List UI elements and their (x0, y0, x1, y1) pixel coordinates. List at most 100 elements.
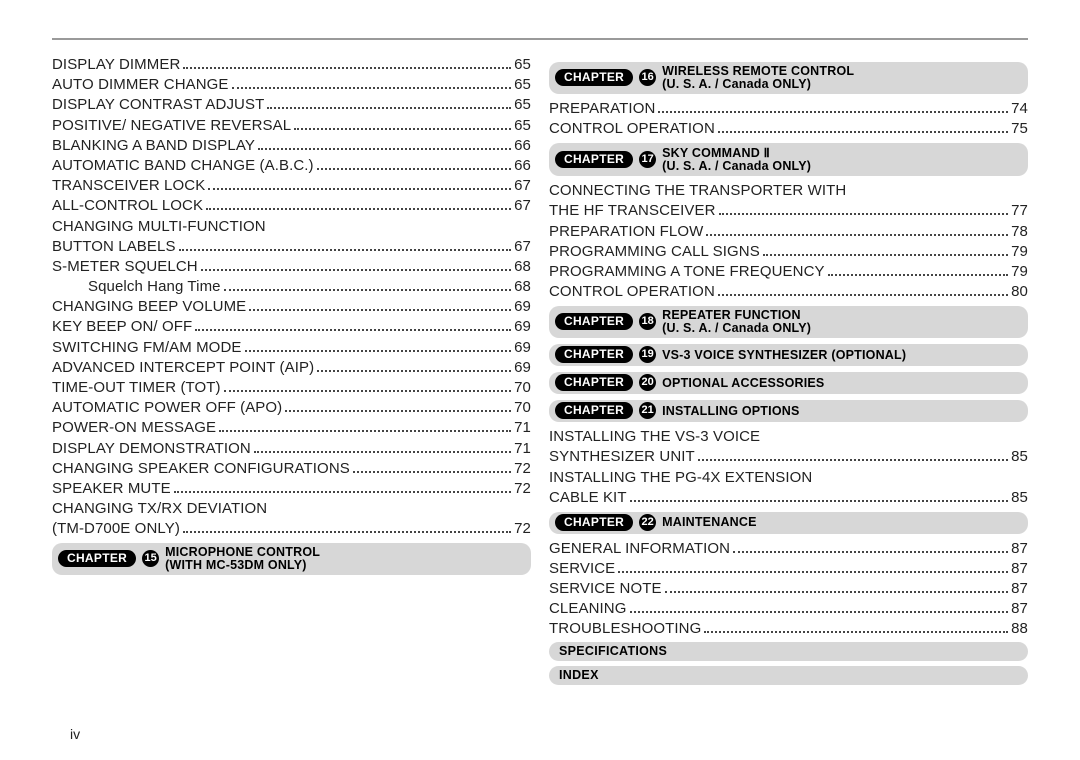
toc-label: BUTTON LABELS (52, 238, 176, 255)
chapter-pill: CHAPTER (555, 151, 633, 168)
leader-dots (195, 322, 511, 331)
toc-entry: CONTROL OPERATION80 (549, 283, 1028, 300)
toc-entry: PROGRAMMING A TONE FREQUENCY79 (549, 263, 1028, 280)
toc-page: 88 (1011, 620, 1028, 637)
toc-label: ALL-CONTROL LOCK (52, 197, 203, 214)
chapter-title: WIRELESS REMOTE CONTROL(U. S. A. / Canad… (662, 64, 854, 91)
leader-dots (718, 287, 1008, 296)
chapter-bar: CHAPTER17SKY COMMAND Ⅱ(U. S. A. / Canada… (549, 143, 1028, 176)
toc-page: 85 (1011, 448, 1028, 465)
toc-label: POWER-ON MESSAGE (52, 419, 216, 436)
toc-entry: KEY BEEP ON/ OFF69 (52, 318, 531, 335)
toc-page: 65 (514, 117, 531, 134)
chapter-pill: CHAPTER (555, 402, 633, 419)
toc-label: ADVANCED INTERCEPT POINT (AIP) (52, 359, 314, 376)
toc-label: PREPARATION (549, 100, 655, 117)
chapter-bar: CHAPTER21INSTALLING OPTIONS (549, 400, 1028, 422)
toc-page: 69 (514, 339, 531, 356)
toc-entry: Squelch Hang Time68 (52, 278, 531, 295)
toc-entry: CONNECTING THE TRANSPORTER WITH THE HF TR… (549, 182, 1028, 219)
toc-page: 71 (514, 440, 531, 457)
toc-entry: CHANGING SPEAKER CONFIGURATIONS72 (52, 460, 531, 477)
toc-page: 87 (1011, 560, 1028, 577)
chapter-title: MICROPHONE CONTROL(WITH MC-53DM ONLY) (165, 545, 320, 572)
toc-entry: SPEAKER MUTE72 (52, 480, 531, 497)
section-bar: INDEX (549, 666, 1028, 685)
columns: DISPLAY DIMMER65AUTO DIMMER CHANGE65DISP… (52, 56, 1028, 690)
toc-label: BLANKING A BAND DISPLAY (52, 137, 255, 154)
toc-entry: PREPARATION FLOW78 (549, 223, 1028, 240)
toc-entry: SWITCHING FM/AM MODE 69 (52, 339, 531, 356)
toc-entry: CHANGING TX/RX DEVIATION(TM-D700E ONLY)7… (52, 500, 531, 537)
leader-dots (763, 247, 1008, 256)
toc-page: 70 (514, 379, 531, 396)
toc-label: CONNECTING THE TRANSPORTER WITH (549, 182, 846, 199)
toc-entry: CLEANING87 (549, 600, 1028, 617)
toc-label: CHANGING SPEAKER CONFIGURATIONS (52, 460, 350, 477)
toc-page: 65 (514, 96, 531, 113)
toc-label: TROUBLESHOOTING (549, 620, 701, 637)
chapter-title: OPTIONAL ACCESSORIES (662, 376, 824, 390)
chapter-pill: CHAPTER (555, 313, 633, 330)
toc-page: 79 (1011, 263, 1028, 280)
chapter-number-icon: 21 (639, 402, 656, 419)
toc-label: TIME-OUT TIMER (TOT) (52, 379, 221, 396)
toc-page: 87 (1011, 540, 1028, 557)
toc-page: 66 (514, 157, 531, 174)
chapter-pill: CHAPTER (58, 550, 136, 567)
toc-entry: PREPARATION74 (549, 100, 1028, 117)
chapter-bar: CHAPTER22MAINTENANCE (549, 512, 1028, 534)
toc-label: SYNTHESIZER UNIT (549, 448, 695, 465)
toc-label: CHANGING MULTI-FUNCTION (52, 218, 266, 235)
section-bar: SPECIFICATIONS (549, 642, 1028, 661)
toc-entry: ADVANCED INTERCEPT POINT (AIP)69 (52, 359, 531, 376)
leader-dots (294, 121, 511, 130)
toc-entry: POWER-ON MESSAGE71 (52, 419, 531, 436)
toc-page: 72 (514, 520, 531, 537)
chapter-bar: CHAPTER15MICROPHONE CONTROL(WITH MC-53DM… (52, 543, 531, 575)
leader-dots (317, 161, 511, 170)
toc-label: PROGRAMMING CALL SIGNS (549, 243, 760, 260)
toc-label: SERVICE (549, 560, 615, 577)
toc-label: CLEANING (549, 600, 627, 617)
toc-page: 68 (514, 278, 531, 295)
toc-entry: CHANGING MULTI-FUNCTIONBUTTON LABELS67 (52, 218, 531, 255)
toc-label: SWITCHING FM/AM MODE (52, 339, 242, 356)
toc-label: (TM-D700E ONLY) (52, 520, 180, 537)
toc-label: TRANSCEIVER LOCK (52, 177, 205, 194)
toc-entry: CHANGING BEEP VOLUME69 (52, 298, 531, 315)
leader-dots (249, 302, 511, 311)
toc-entry: GENERAL INFORMATION87 (549, 540, 1028, 557)
toc-entry: INSTALLING THE VS-3 VOICESYNTHESIZER UNI… (549, 428, 1028, 465)
leader-dots (285, 403, 511, 412)
toc-label: CABLE KIT (549, 489, 627, 506)
leader-dots (353, 464, 511, 473)
left-column: DISPLAY DIMMER65AUTO DIMMER CHANGE65DISP… (52, 56, 531, 690)
toc-entry: SERVICE 87 (549, 560, 1028, 577)
chapter-bar: CHAPTER19VS-3 VOICE SYNTHESIZER (OPTIONA… (549, 344, 1028, 366)
toc-page: 85 (1011, 489, 1028, 506)
leader-dots (254, 444, 511, 453)
chapter-pill: CHAPTER (555, 346, 633, 363)
leader-dots (183, 524, 511, 533)
toc-page: 77 (1011, 202, 1028, 219)
toc-entry: AUTO DIMMER CHANGE65 (52, 76, 531, 93)
toc-entry: S-METER SQUELCH68 (52, 258, 531, 275)
toc-label: SPEAKER MUTE (52, 480, 171, 497)
toc-page: 67 (514, 197, 531, 214)
toc-page: 65 (514, 76, 531, 93)
toc-label: THE HF TRANSCEIVER (549, 202, 716, 219)
chapter-bar: CHAPTER20OPTIONAL ACCESSORIES (549, 372, 1028, 394)
toc-entry: SERVICE NOTE87 (549, 580, 1028, 597)
leader-dots (208, 181, 511, 190)
leader-dots (706, 227, 1008, 236)
toc-entry: DISPLAY DIMMER65 (52, 56, 531, 73)
leader-dots (183, 60, 511, 69)
toc-label: POSITIVE/ NEGATIVE REVERSAL (52, 117, 291, 134)
leader-dots (245, 343, 512, 352)
toc-page: 67 (514, 177, 531, 194)
chapter-bar: CHAPTER16WIRELESS REMOTE CONTROL(U. S. A… (549, 62, 1028, 94)
leader-dots (224, 282, 512, 291)
chapter-bar: CHAPTER18REPEATER FUNCTION(U. S. A. / Ca… (549, 306, 1028, 338)
leader-dots (719, 206, 1009, 215)
